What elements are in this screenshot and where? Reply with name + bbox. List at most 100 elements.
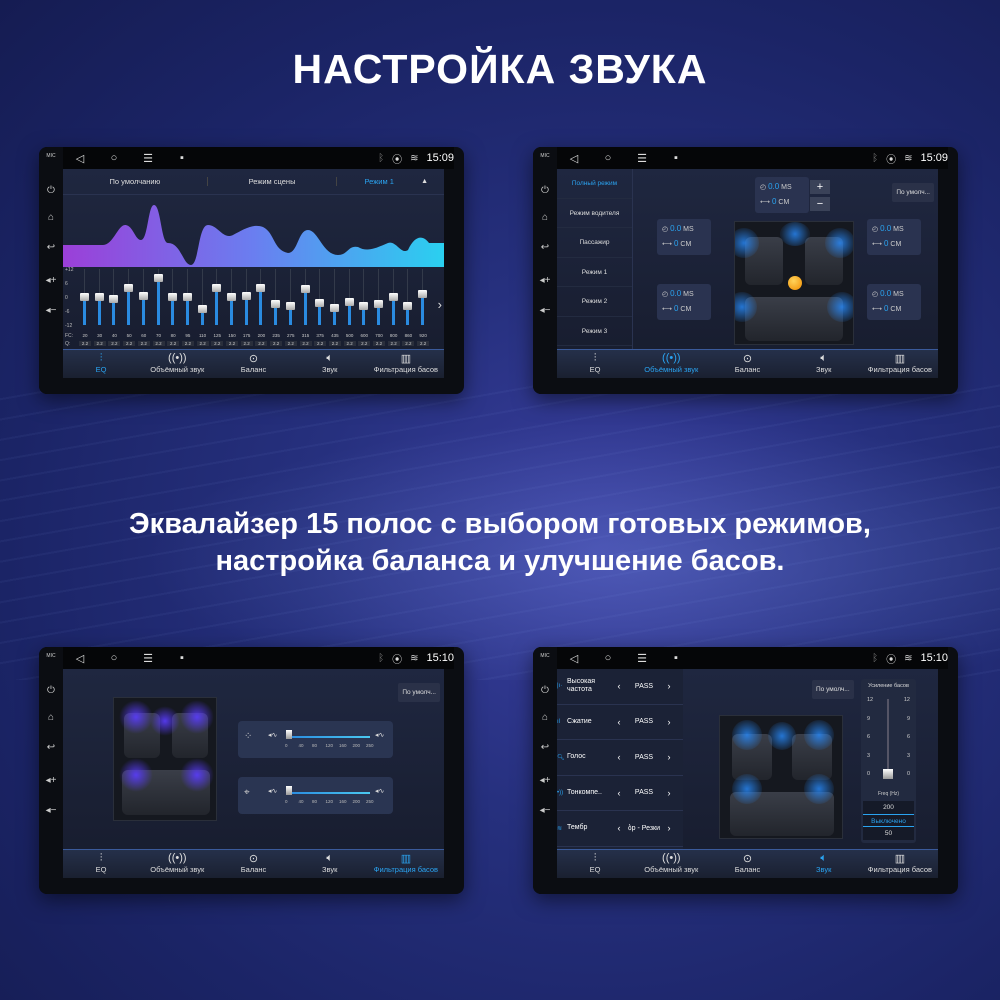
- distance-value[interactable]: 0: [673, 239, 679, 248]
- home-icon[interactable]: ⌂: [47, 212, 55, 223]
- notification-icon[interactable]: ▪: [674, 652, 678, 664]
- nav-bass-filter[interactable]: ▥ Фильтрация басов: [368, 850, 444, 878]
- slider-handle-20[interactable]: [80, 293, 89, 301]
- prev-arrow[interactable]: ‹: [617, 787, 621, 798]
- distance-value[interactable]: 0: [883, 304, 889, 313]
- home-nav-icon[interactable]: ○: [604, 152, 612, 164]
- mic-icon[interactable]: MIC: [46, 153, 56, 159]
- notification-icon[interactable]: ▪: [180, 152, 184, 164]
- delay-value[interactable]: 0.0: [670, 224, 682, 233]
- nav-surround[interactable]: ((•)) Объёмный звук: [633, 350, 709, 378]
- collapse-icon[interactable]: ▲: [421, 178, 429, 185]
- power-icon[interactable]: ⏻: [541, 685, 549, 696]
- slider-handle[interactable]: [286, 730, 292, 739]
- slider-handle[interactable]: [286, 786, 292, 795]
- back-nav-icon[interactable]: ◁: [569, 652, 579, 665]
- freq-option[interactable]: Выключено: [863, 814, 914, 827]
- slider-handle-30[interactable]: [94, 293, 104, 301]
- tab-scene[interactable]: Режим сцены: [208, 177, 338, 186]
- minus-button[interactable]: −: [810, 197, 830, 211]
- menu-nav-icon[interactable]: ☰: [637, 152, 647, 165]
- volume-down-icon[interactable]: ◂−: [539, 305, 551, 316]
- next-arrow[interactable]: ›: [667, 823, 671, 834]
- mode-item[interactable]: Режим водителя: [557, 199, 632, 228]
- back-icon[interactable]: ↩: [46, 742, 56, 753]
- slider-handle-500[interactable]: [344, 297, 354, 306]
- power-icon[interactable]: ⏻: [47, 685, 55, 696]
- nav-eq[interactable]: ⫶ EQ: [557, 350, 633, 378]
- volume-down-icon[interactable]: ◂−: [45, 305, 57, 316]
- slider-handle-860[interactable]: [403, 302, 413, 311]
- nav-eq[interactable]: ⫶ EQ: [63, 850, 139, 878]
- nav-balance[interactable]: ⊙ Баланс: [215, 350, 291, 378]
- home-icon[interactable]: ⌂: [541, 212, 549, 223]
- nav-sound[interactable]: 🔈︎ Звук: [292, 350, 368, 378]
- default-button[interactable]: По умолч...: [892, 183, 934, 202]
- mode-item[interactable]: Режим 3: [557, 317, 632, 346]
- mode-item[interactable]: Полный режим: [557, 169, 632, 199]
- slider-handle-275[interactable]: [285, 302, 295, 311]
- slider-handle-40[interactable]: [109, 295, 119, 304]
- slider-handle-110[interactable]: [197, 304, 207, 313]
- next-arrow[interactable]: ›: [667, 752, 671, 763]
- slider-handle-435[interactable]: [329, 303, 339, 312]
- mic-icon[interactable]: MIC: [46, 653, 56, 659]
- nav-eq[interactable]: ⫶ EQ: [557, 850, 633, 878]
- next-arrow[interactable]: ›: [667, 787, 671, 798]
- home-nav-icon[interactable]: ○: [110, 652, 118, 664]
- slider-handle-375[interactable]: [315, 298, 325, 307]
- home-icon[interactable]: ⌂: [47, 712, 55, 723]
- slider-handle-70[interactable]: [153, 274, 163, 283]
- slider-handle-95[interactable]: [182, 293, 192, 301]
- default-button[interactable]: По умолч...: [812, 680, 854, 699]
- volume-up-icon[interactable]: ◂+: [539, 275, 551, 286]
- tab-default[interactable]: По умолчанию: [63, 177, 208, 186]
- volume-up-icon[interactable]: ◂+: [45, 275, 57, 286]
- prev-arrow[interactable]: ‹: [617, 752, 621, 763]
- menu-nav-icon[interactable]: ☰: [143, 652, 153, 665]
- notification-icon[interactable]: ▪: [180, 652, 184, 664]
- slider-handle-50[interactable]: [124, 283, 134, 292]
- home-icon[interactable]: ⌂: [541, 712, 549, 723]
- slider-handle-800[interactable]: [388, 293, 398, 301]
- next-page-arrow[interactable]: ›: [437, 297, 442, 312]
- back-icon[interactable]: ↩: [46, 242, 56, 253]
- distance-value[interactable]: 0: [883, 239, 889, 248]
- notification-icon[interactable]: ▪: [674, 152, 678, 164]
- volume-up-icon[interactable]: ◂+: [45, 775, 57, 786]
- plus-button[interactable]: +: [810, 180, 830, 194]
- slider-handle-700[interactable]: [374, 300, 383, 308]
- mode-item[interactable]: Режим 1: [557, 258, 632, 287]
- next-arrow[interactable]: ›: [667, 716, 671, 727]
- back-nav-icon[interactable]: ◁: [569, 152, 579, 165]
- nav-surround[interactable]: ((•)) Объёмный звук: [139, 850, 215, 878]
- nav-bass-filter[interactable]: ▥ Фильтрация басов: [862, 350, 938, 378]
- power-icon[interactable]: ⏻: [47, 185, 55, 196]
- distance-value[interactable]: 0: [673, 304, 679, 313]
- home-nav-icon[interactable]: ○: [110, 152, 118, 164]
- nav-sound[interactable]: 🔈︎ Звук: [292, 850, 368, 878]
- menu-nav-icon[interactable]: ☰: [637, 652, 647, 665]
- slider-handle-60[interactable]: [138, 291, 148, 300]
- slider-handle-125[interactable]: [212, 283, 222, 292]
- delay-value[interactable]: 0.0: [670, 289, 682, 298]
- nav-surround[interactable]: ((•)) Объёмный звук: [633, 850, 709, 878]
- nav-bass-filter[interactable]: ▥ Фильтрация басов: [862, 850, 938, 878]
- slider-handle-80[interactable]: [168, 293, 178, 301]
- volume-up-icon[interactable]: ◂+: [539, 775, 551, 786]
- default-button[interactable]: По умолч...: [398, 683, 440, 702]
- freq-option[interactable]: 50: [863, 827, 914, 840]
- mode-item[interactable]: Режим 2: [557, 287, 632, 317]
- prev-arrow[interactable]: ‹: [617, 823, 621, 834]
- slider-handle-920[interactable]: [418, 289, 428, 298]
- back-nav-icon[interactable]: ◁: [75, 152, 85, 165]
- mic-icon[interactable]: MIC: [540, 153, 550, 159]
- volume-down-icon[interactable]: ◂−: [539, 805, 551, 816]
- delay-value[interactable]: 0.0: [880, 289, 892, 298]
- slider-handle-150[interactable]: [227, 293, 236, 301]
- prev-arrow[interactable]: ‹: [617, 716, 621, 727]
- mode-item[interactable]: Пассажир: [557, 228, 632, 258]
- home-nav-icon[interactable]: ○: [604, 652, 612, 664]
- balance-point[interactable]: [788, 276, 802, 290]
- nav-sound[interactable]: 🔈︎ Звук: [786, 850, 862, 878]
